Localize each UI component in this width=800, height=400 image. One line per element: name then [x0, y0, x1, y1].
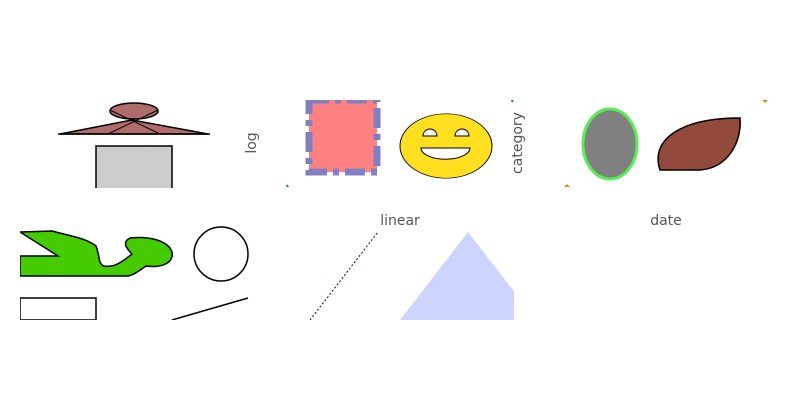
- orange-tick-bottom: [564, 184, 570, 187]
- panel-top-right: [564, 100, 768, 187]
- black-line: [171, 297, 249, 320]
- gray-box: [95, 145, 173, 188]
- gray-ellipse: [581, 107, 639, 181]
- pink-square: [305, 100, 381, 176]
- orange-tick-top: [762, 100, 768, 103]
- panel-top-middle: [305, 100, 493, 179]
- smiley-face: [399, 113, 493, 179]
- teal-tick-left: [286, 184, 289, 187]
- rose-bowtie-cross: [107, 109, 161, 135]
- axis-label-category: category: [510, 112, 526, 174]
- lime-blob: [20, 230, 173, 277]
- panel-bottom-left: [20, 226, 249, 320]
- rose-bowtie: [59, 119, 209, 135]
- axis-label-log: log: [244, 132, 260, 153]
- teal-tick-right: [511, 100, 514, 103]
- white-rectangle: [20, 297, 97, 320]
- axis-label-date: date: [650, 213, 682, 229]
- smiley-left-eye: [422, 128, 438, 137]
- smiley-mouth: [420, 147, 471, 160]
- panel-top-left: [58, 102, 210, 188]
- panel-bottom-middle: [309, 231, 514, 320]
- axis-label-linear: linear: [380, 213, 420, 229]
- brown-leaf: [657, 117, 741, 171]
- white-circle: [193, 226, 249, 282]
- dotted-navy-line: [309, 231, 379, 320]
- smiley-right-eye: [454, 128, 470, 137]
- rose-ellipse: [109, 102, 159, 120]
- blue-triangle: [400, 232, 514, 320]
